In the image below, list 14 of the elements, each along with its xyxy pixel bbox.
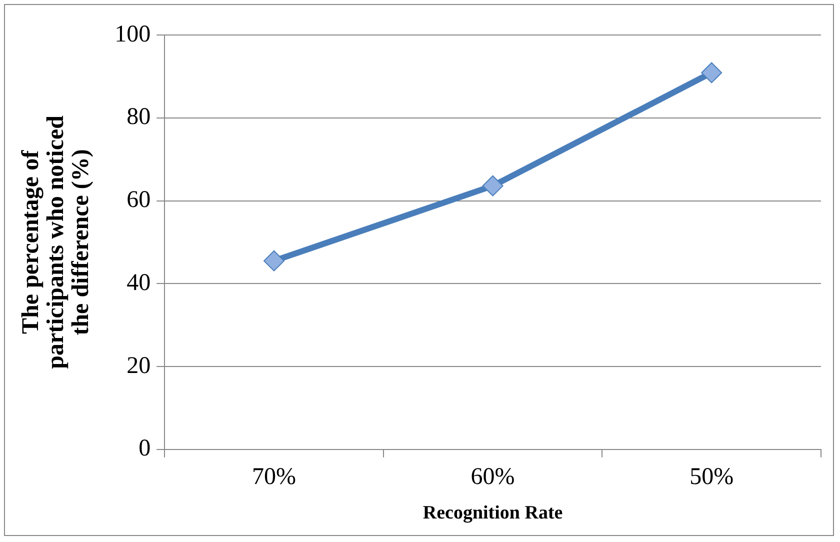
x-tick-label: 60%	[470, 464, 515, 490]
point	[701, 62, 722, 84]
y-tick-label: 80	[126, 104, 151, 130]
x-tick-label: 70%	[252, 464, 296, 490]
y-tick-label: 100	[114, 21, 151, 48]
y-tick-label: 60	[126, 187, 151, 214]
point	[482, 175, 504, 196]
y-tick-label: 0	[138, 436, 151, 462]
y-axis-title: The percentage of participants who noticed the difference (%)	[18, 114, 94, 369]
y-tick-label: 20	[126, 352, 151, 379]
point	[264, 250, 284, 272]
x-axis-title: Recognition Rate	[422, 502, 563, 524]
x-tick-label: 50%	[690, 464, 734, 490]
y-tick-label: 40	[126, 270, 151, 296]
